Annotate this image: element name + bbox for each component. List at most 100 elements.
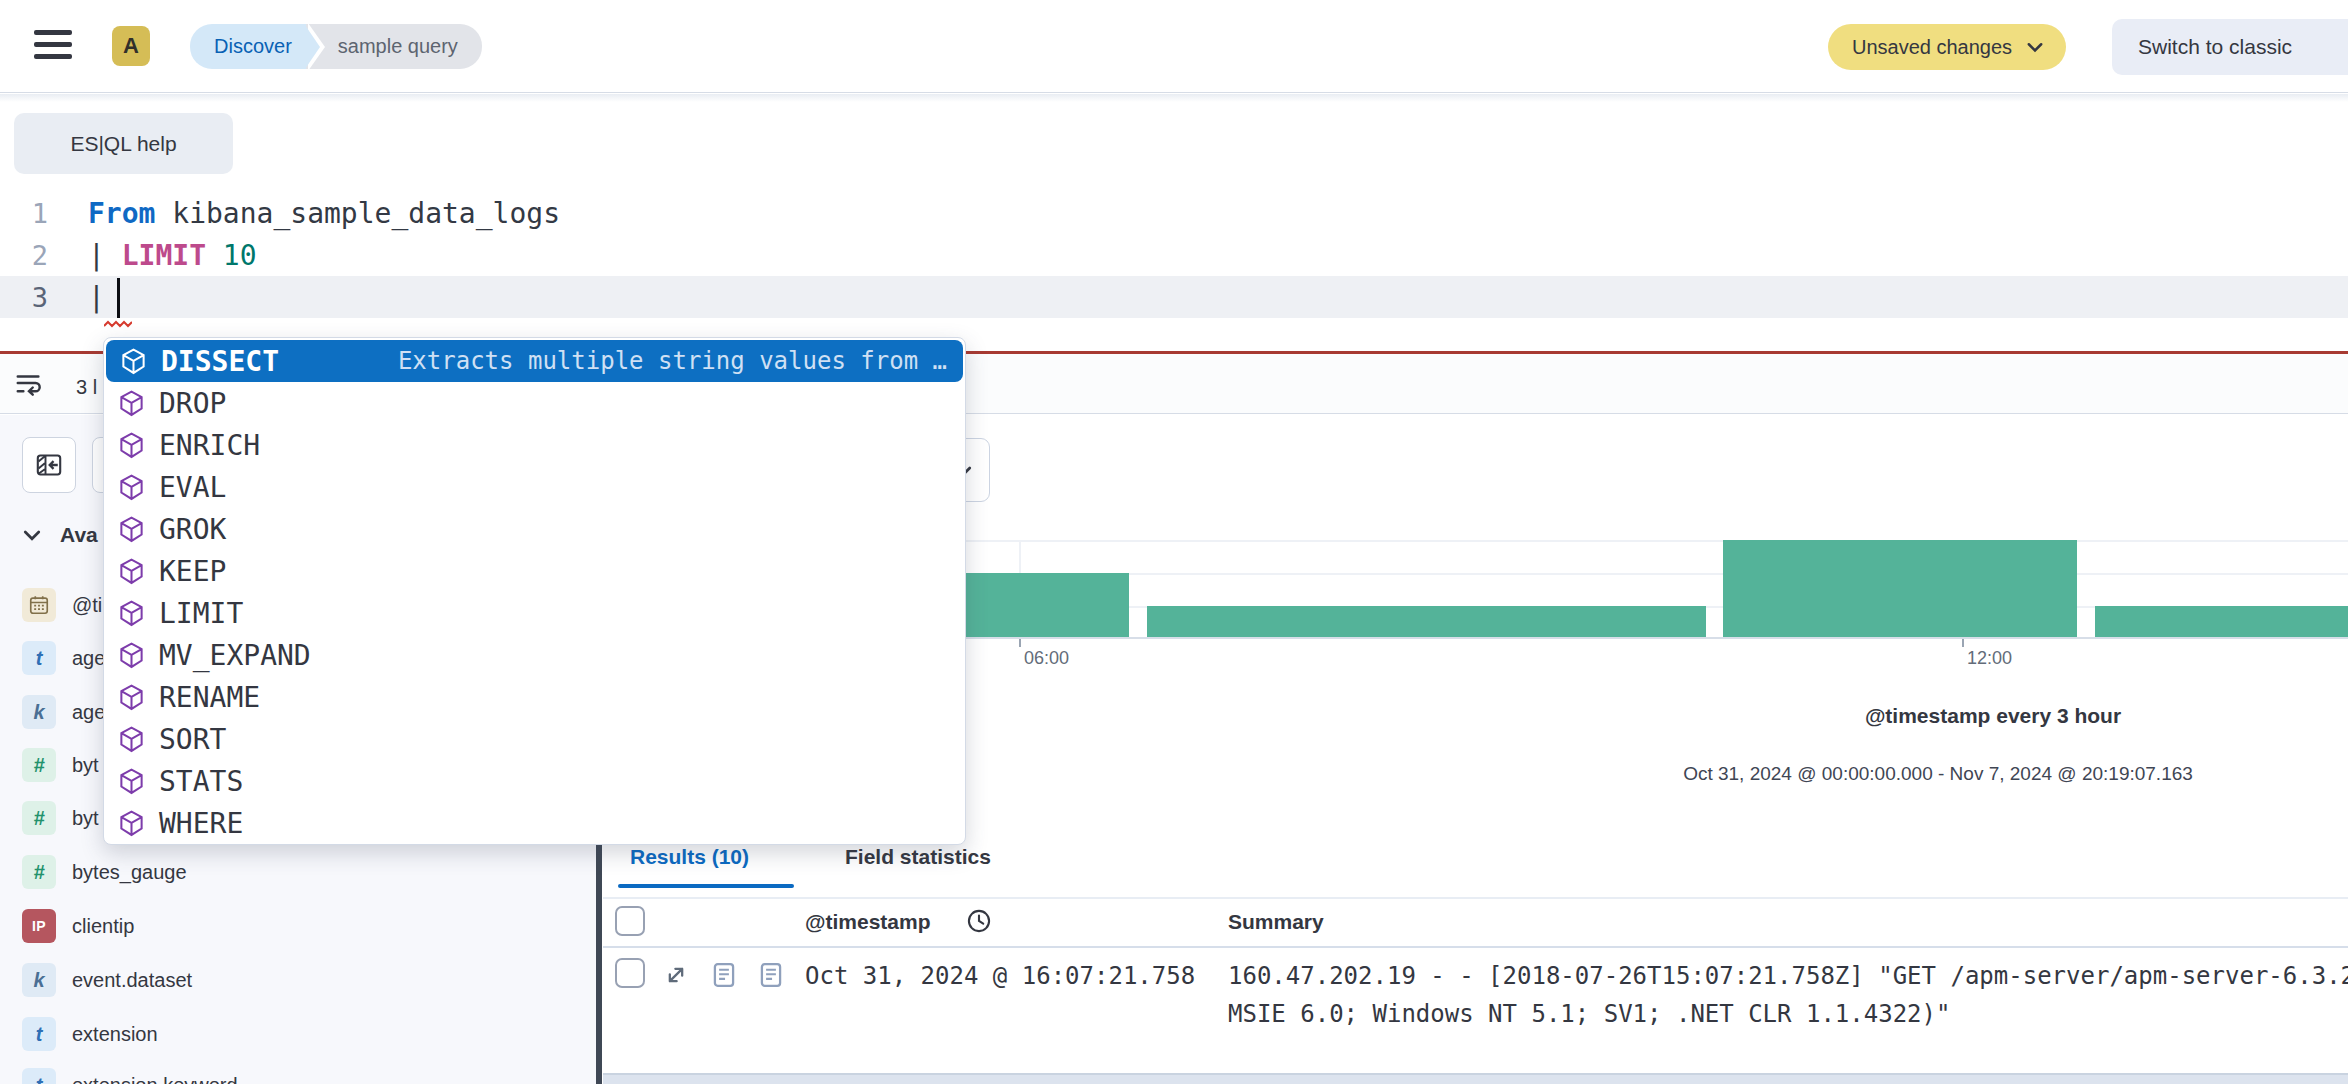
field-row-bytes-gauge[interactable]: # bytes_gauge xyxy=(22,855,582,889)
topbar-shadow xyxy=(0,94,2348,102)
suggestion-where[interactable]: WHERE xyxy=(104,802,965,844)
available-fields-toggle[interactable]: Ava xyxy=(20,523,98,547)
select-all-checkbox[interactable] xyxy=(615,906,645,936)
menu-hamburger-icon[interactable] xyxy=(34,30,72,64)
axis-tick xyxy=(1962,639,1964,647)
cell-summary-line1: 160.47.202.19 - - [2018-07-26T15:07:21.7… xyxy=(1228,962,2348,990)
document-action-icon-2[interactable] xyxy=(757,960,785,990)
suggestion-label: EVAL xyxy=(159,471,226,504)
suggestion-sort[interactable]: SORT xyxy=(104,718,965,760)
number-field-icon: # xyxy=(22,801,56,835)
suggestion-label: RENAME xyxy=(159,681,260,714)
unsaved-changes-button[interactable]: Unsaved changes xyxy=(1828,24,2066,70)
text-cursor xyxy=(117,278,120,318)
keyword-from: From xyxy=(88,197,155,230)
suggestion-label: STATS xyxy=(159,765,243,798)
document-action-icon[interactable] xyxy=(710,960,738,990)
histogram-bar[interactable] xyxy=(2095,606,2348,637)
source-name: kibana_sample_data_logs xyxy=(155,197,560,230)
tab-results[interactable]: Results (10) xyxy=(630,845,749,869)
field-row-event-dataset[interactable]: k event.dataset xyxy=(22,963,582,997)
suggestion-label: KEEP xyxy=(159,555,226,588)
field-row-extension[interactable]: t extension xyxy=(22,1017,582,1051)
axis-tick xyxy=(1019,639,1021,647)
collapse-panel-icon xyxy=(35,451,63,479)
suggestion-drop[interactable]: DROP xyxy=(104,382,965,424)
field-label: byt xyxy=(72,754,99,777)
axis-label-1200: 12:00 xyxy=(1967,648,2012,669)
top-navigation-bar: A Discover sample query Unsaved changes … xyxy=(0,0,2348,93)
editor-lines-info: 3 l xyxy=(76,376,97,399)
text-field-icon: t xyxy=(22,1068,56,1084)
esql-help-button[interactable]: ES|QL help xyxy=(14,113,233,174)
suggestion-label: MV_EXPAND xyxy=(159,639,311,672)
text-field-icon: t xyxy=(22,1017,56,1051)
command-cube-icon xyxy=(118,558,145,585)
breadcrumb-current-query[interactable]: sample query xyxy=(306,24,482,69)
suggestion-grok[interactable]: GROK xyxy=(104,508,965,550)
horizontal-scrollbar-track[interactable] xyxy=(603,1075,2348,1084)
suggestion-eval[interactable]: EVAL xyxy=(104,466,965,508)
field-row-clientip[interactable]: IP clientip xyxy=(22,909,582,943)
command-cube-icon xyxy=(118,600,145,627)
expand-row-icon[interactable] xyxy=(663,962,689,988)
date-field-icon xyxy=(22,588,56,622)
tab-field-statistics[interactable]: Field statistics xyxy=(845,845,991,869)
suggestion-description: Extracts multiple string values from … xyxy=(398,347,947,375)
esql-query-editor[interactable]: 1 From kibana_sample_data_logs 2 | LIMIT… xyxy=(0,186,2348,351)
editor-line-2: 2 | LIMIT 10 xyxy=(0,234,2348,276)
keyword-field-icon: k xyxy=(22,695,56,729)
pipe-char: | xyxy=(88,239,122,272)
active-tab-underline xyxy=(618,884,794,888)
chevron-down-icon xyxy=(20,523,44,547)
cell-summary-line2: MSIE 6.0; Windows NT 5.1; SV1; .NET CLR … xyxy=(1228,1000,1950,1028)
space-avatar[interactable]: A xyxy=(112,26,150,66)
command-cube-icon xyxy=(118,768,145,795)
field-label: bytes_gauge xyxy=(72,861,187,884)
command-cube-icon xyxy=(118,474,145,501)
suggestion-label: GROK xyxy=(159,513,226,546)
breadcrumb: Discover sample query xyxy=(190,24,482,69)
switch-to-classic-label: Switch to classic xyxy=(2138,35,2292,59)
field-label: extension xyxy=(72,1023,158,1046)
suggestion-mv-expand[interactable]: MV_EXPAND xyxy=(104,634,965,676)
field-label: @ti xyxy=(72,594,102,617)
column-header-summary[interactable]: Summary xyxy=(1228,910,1324,934)
command-cube-icon xyxy=(118,642,145,669)
suggestion-rename[interactable]: RENAME xyxy=(104,676,965,718)
command-cube-icon xyxy=(120,348,147,375)
ip-field-icon: IP xyxy=(22,909,56,943)
editor-line-1: 1 From kibana_sample_data_logs xyxy=(0,192,2348,234)
breadcrumb-discover[interactable]: Discover xyxy=(190,24,306,69)
cell-timestamp: Oct 31, 2024 @ 16:07:21.758 xyxy=(805,962,1195,990)
field-label: extension.keyword xyxy=(72,1074,238,1084)
editor-line-3-active: 3 | xyxy=(0,276,2348,318)
command-cube-icon xyxy=(118,810,145,837)
suggestion-label: DISSECT xyxy=(161,345,279,378)
histogram-bar[interactable] xyxy=(1147,606,1706,637)
suggestion-stats[interactable]: STATS xyxy=(104,760,965,802)
switch-to-classic-button[interactable]: Switch to classic xyxy=(2112,19,2348,75)
axis-label-0600: 06:00 xyxy=(1024,648,1069,669)
chart-time-range: Oct 31, 2024 @ 00:00:00.000 - Nov 7, 202… xyxy=(1403,763,2348,785)
wrap-lines-icon[interactable] xyxy=(14,368,44,398)
field-row-extension-keyword-partial[interactable]: t extension.keyword xyxy=(22,1068,582,1084)
text-field-icon: t xyxy=(22,641,56,675)
column-header-timestamp[interactable]: @timestamp xyxy=(805,910,931,934)
row-checkbox[interactable] xyxy=(615,958,645,988)
suggestion-enrich[interactable]: ENRICH xyxy=(104,424,965,466)
histogram-bar[interactable] xyxy=(1723,540,2077,637)
line-number: 2 xyxy=(0,240,48,271)
clock-icon xyxy=(966,908,992,934)
suggestion-keep[interactable]: KEEP xyxy=(104,550,965,592)
esql-autocomplete-popup: DISSECT Extracts multiple string values … xyxy=(103,337,966,845)
table-divider xyxy=(603,897,2348,899)
suggestion-dissect[interactable]: DISSECT Extracts multiple string values … xyxy=(106,340,963,382)
table-divider xyxy=(603,946,2348,948)
command-cube-icon xyxy=(118,432,145,459)
suggestion-label: ENRICH xyxy=(159,429,260,462)
collapse-sidebar-button[interactable] xyxy=(22,437,76,493)
chevron-down-icon xyxy=(2024,36,2046,58)
suggestion-limit[interactable]: LIMIT xyxy=(104,592,965,634)
keyword-field-icon: k xyxy=(22,963,56,997)
